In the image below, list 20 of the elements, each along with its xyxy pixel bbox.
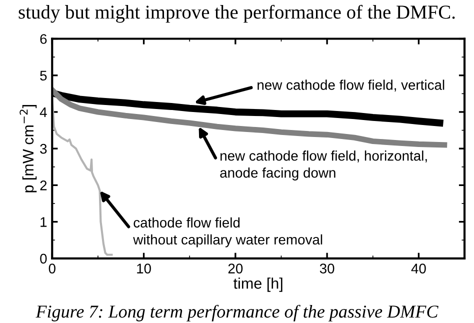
y-tick-label: 1 <box>40 217 47 227</box>
y-tick-label: 3 <box>40 144 47 154</box>
y-tick-label: 2 <box>40 180 47 190</box>
y-axis-title: p [mW cm$^{−2}$] <box>20 105 37 192</box>
x-tick-label: 40 <box>411 264 426 274</box>
line-series <box>52 96 113 256</box>
y-tick-label: 0 <box>40 254 47 264</box>
annotation: new cathode flow field, horizontal, anode facing down <box>220 150 427 180</box>
x-tick-label: 10 <box>137 264 151 274</box>
y-tick-label: 5 <box>40 70 47 81</box>
x-axis-title: time [h] <box>234 278 282 292</box>
y-tick-label: 4 <box>40 107 47 118</box>
y-tick-label: 6 <box>40 34 47 44</box>
annotation: cathode flow field without capillary water removal <box>133 217 322 248</box>
annotation: new cathode flow field, vertical <box>258 80 444 92</box>
x-tick-label: 0 <box>48 264 56 274</box>
x-tick-label: 20 <box>228 264 243 274</box>
x-tick-label: 30 <box>320 264 334 274</box>
text: study but might improve the performance of the DMFC. <box>18 4 455 23</box>
caption: Figure 7: Long term performance of the passive DMFC <box>36 304 438 322</box>
